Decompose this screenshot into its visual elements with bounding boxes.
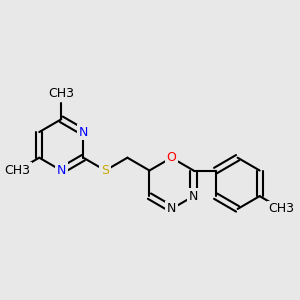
Text: CH3: CH3 <box>4 164 30 177</box>
Text: S: S <box>101 164 110 177</box>
Text: CH3: CH3 <box>48 87 74 100</box>
Text: O: O <box>167 151 176 164</box>
Text: N: N <box>189 190 198 202</box>
Text: CH3: CH3 <box>269 202 295 215</box>
Text: N: N <box>79 126 88 139</box>
Text: N: N <box>57 164 66 177</box>
Text: N: N <box>167 202 176 215</box>
